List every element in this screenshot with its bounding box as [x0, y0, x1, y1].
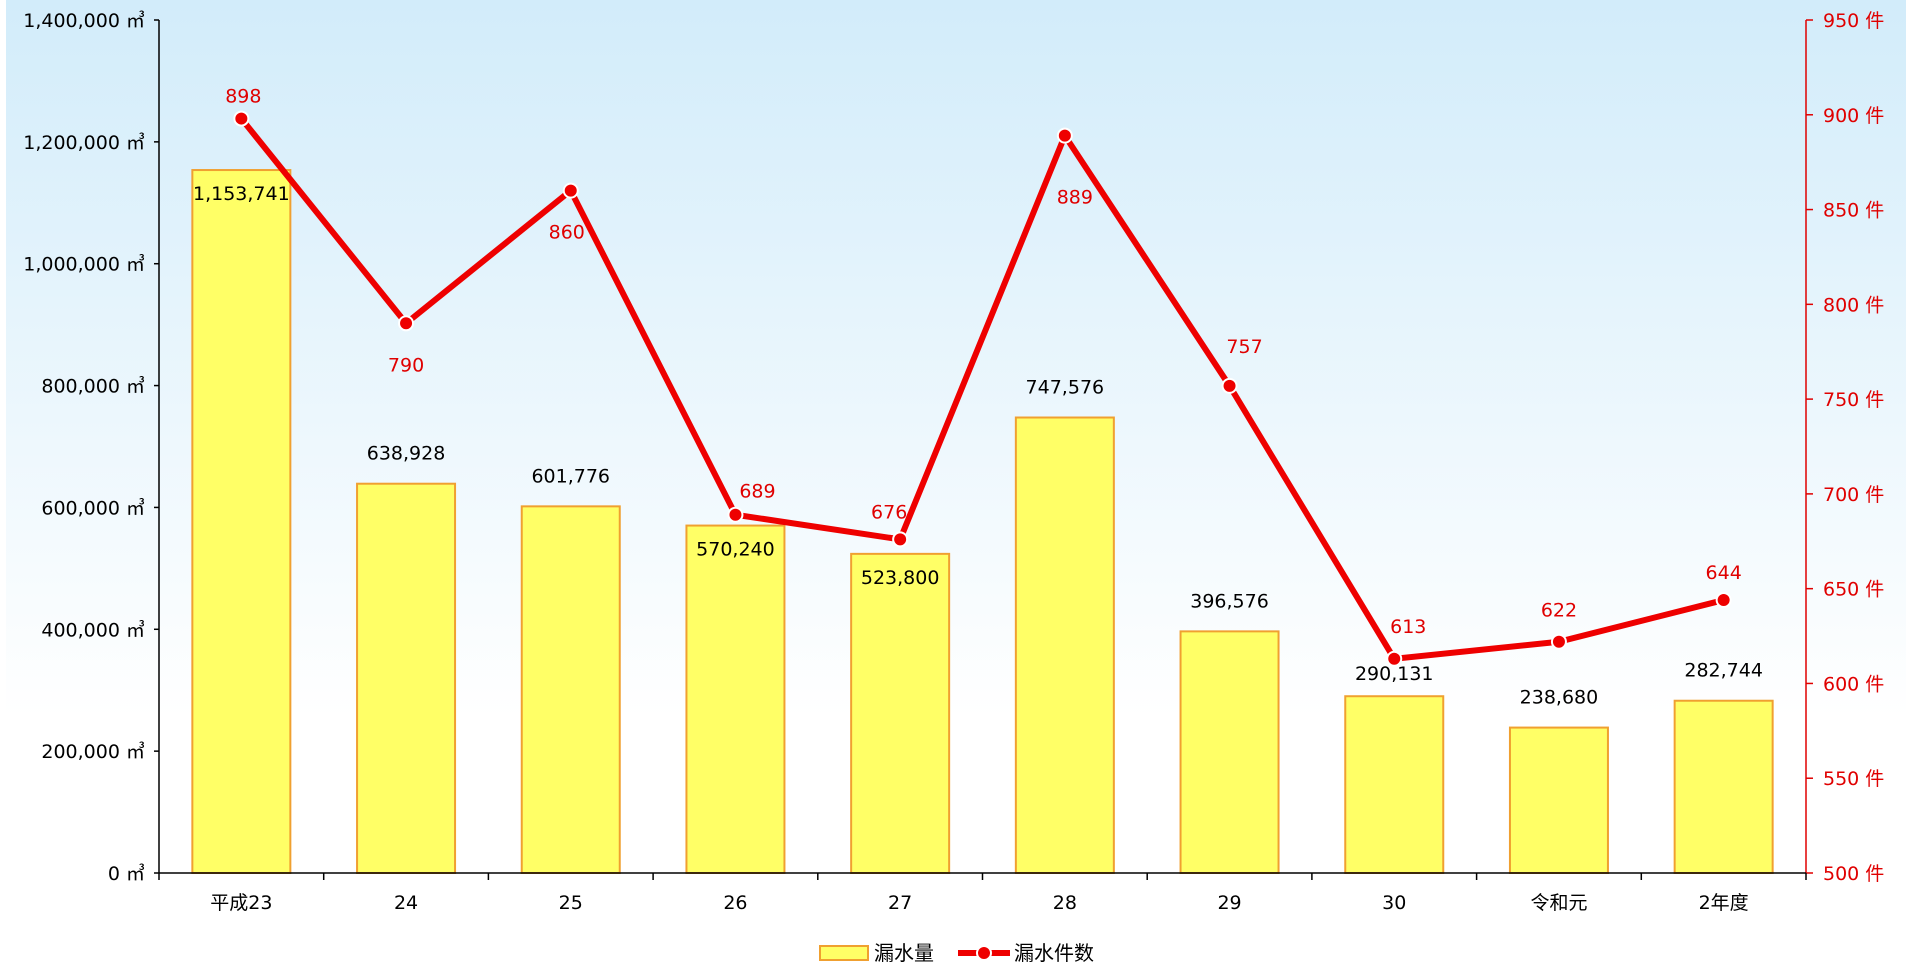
axes-layer: 0 ㎥ 200,000 ㎥ 400,000 ㎥ 600,000 ㎥ 800,000 ㎥ 1…	[23, 10, 1884, 914]
bar-value-label: 396,576	[1190, 590, 1269, 612]
left-tick-label: 1,000,000 ㎥	[23, 254, 145, 276]
left-tick-label: 600,000 ㎥	[41, 497, 145, 519]
right-tick-label: 550 件	[1823, 768, 1884, 790]
series-line-leak-count	[239, 116, 1725, 662]
bar-value-label: 570,240	[696, 539, 775, 561]
x-tick-label: 24	[394, 892, 418, 914]
line-point-2	[562, 182, 579, 199]
legend-label-leak-count: 漏水件数	[1014, 941, 1094, 965]
bar-value-label: 1,153,741	[193, 183, 290, 205]
line-point-3	[727, 506, 744, 523]
right-tick-label: 650 件	[1823, 579, 1884, 601]
line-point-8	[1550, 633, 1567, 650]
bar-value-label: 747,576	[1026, 377, 1105, 399]
line-point-7	[1386, 650, 1403, 667]
x-tick-label: 28	[1053, 892, 1077, 914]
line-point-6	[1221, 377, 1238, 394]
bar-6	[1179, 630, 1280, 874]
left-tick-label: 0 ㎥	[108, 863, 145, 885]
right-tick-label: 500 件	[1823, 863, 1884, 885]
bar-4	[850, 552, 951, 874]
x-tick-label: 令和元	[1530, 892, 1587, 914]
bar-2	[520, 505, 621, 874]
bar-value-label: 601,776	[531, 465, 610, 487]
bar-value-label: 282,744	[1684, 660, 1763, 682]
left-tick-label: 200,000 ㎥	[41, 741, 145, 763]
labels-layer: 1,153,741 638,928 601,776 570,240 523,800 747…	[193, 86, 1763, 709]
line-point-4	[892, 531, 909, 548]
legend-swatch-leak-volume	[819, 945, 869, 961]
right-tick-label: 750 件	[1823, 389, 1884, 411]
bar-5	[1014, 416, 1115, 874]
line-value-label: 790	[388, 354, 424, 376]
left-tick-label: 400,000 ㎥	[41, 619, 145, 641]
legend-label-leak-volume: 漏水量	[874, 941, 934, 965]
left-tick-label: 800,000 ㎥	[41, 376, 145, 398]
line-layer	[233, 110, 1732, 667]
line-value-label: 757	[1226, 336, 1262, 358]
bar-1	[356, 482, 457, 874]
x-tick-label: 26	[723, 892, 747, 914]
line-point-5	[1056, 127, 1073, 144]
bar-value-label: 523,800	[861, 567, 940, 589]
line-value-label: 689	[739, 481, 775, 503]
bar-7	[1344, 695, 1445, 875]
line-value-label: 889	[1057, 187, 1093, 209]
x-tick-label: 2年度	[1699, 892, 1749, 914]
bar-9	[1673, 699, 1774, 875]
bar-0	[191, 169, 292, 874]
right-tick-label: 950 件	[1823, 10, 1884, 32]
bar-value-label: 638,928	[367, 443, 446, 465]
x-tick-label: 25	[559, 892, 583, 914]
bar-8	[1508, 726, 1609, 874]
line-value-label: 622	[1541, 600, 1577, 622]
x-tick-label: 30	[1382, 892, 1406, 914]
line-value-label: 676	[871, 501, 907, 523]
line-point-0	[233, 110, 250, 127]
bar-value-label: 238,680	[1520, 687, 1599, 709]
right-tick-label: 700 件	[1823, 484, 1884, 506]
x-tick-label: 平成23	[210, 892, 272, 914]
left-tick-label: 1,200,000 ㎥	[23, 132, 145, 154]
line-value-label: 613	[1390, 616, 1426, 638]
left-tick-label: 1,400,000 ㎥	[23, 10, 145, 32]
legend: 漏水量 漏水件数	[819, 941, 1094, 965]
line-value-label: 860	[549, 222, 585, 244]
line-point-1	[398, 315, 415, 332]
bars-layer	[191, 169, 1774, 875]
line-value-label: 898	[225, 86, 261, 108]
line-value-label: 644	[1706, 562, 1742, 584]
bar-3	[685, 524, 786, 874]
right-tick-label: 900 件	[1823, 105, 1884, 127]
right-tick-label: 800 件	[1823, 294, 1884, 316]
bar-value-label: 290,131	[1355, 663, 1434, 685]
x-tick-label: 27	[888, 892, 912, 914]
x-tick-label: 29	[1217, 892, 1241, 914]
right-tick-label: 850 件	[1823, 200, 1884, 222]
right-tick-label: 600 件	[1823, 673, 1884, 695]
legend-marker-leak-count	[976, 945, 992, 961]
line-point-9	[1715, 592, 1732, 609]
